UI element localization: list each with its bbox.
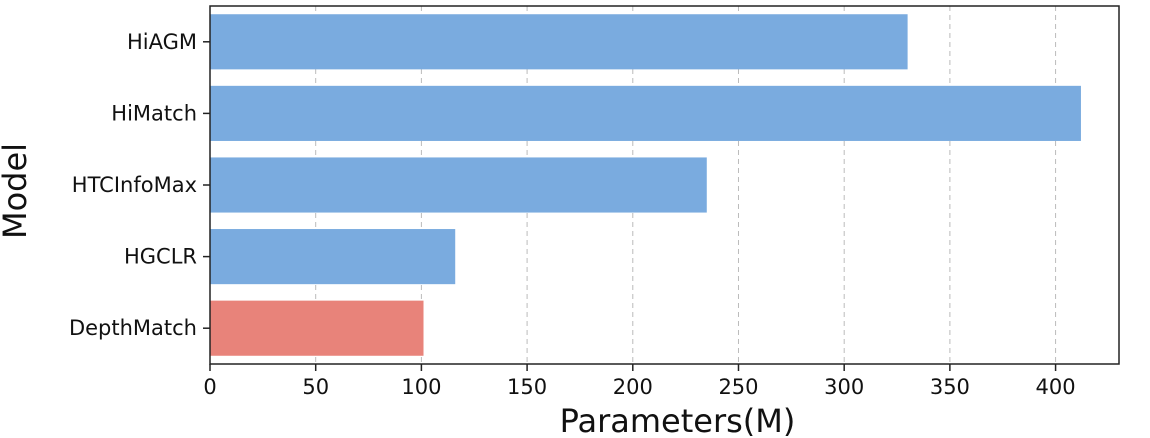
y-category-label: HiAGM	[127, 30, 197, 54]
x-tick-label: 300	[824, 375, 864, 399]
bars	[210, 14, 1081, 356]
y-axis-categories: HiAGM HiMatch HTCInfoMax HGCLR DepthMatch	[69, 30, 210, 340]
x-tick-label: 250	[718, 375, 758, 399]
y-category-label: HTCInfoMax	[72, 173, 197, 197]
x-tick-label: 400	[1036, 375, 1076, 399]
y-category-label: HGCLR	[124, 245, 197, 269]
y-axis-title: Model	[0, 143, 34, 239]
bar-depthmatch	[210, 300, 424, 356]
x-tick-label: 100	[401, 375, 441, 399]
bar-htcinfomax	[210, 157, 707, 213]
x-axis-title: Parameters(M)	[560, 402, 796, 438]
bar-hiagm	[210, 14, 908, 70]
bar-himatch	[210, 85, 1081, 141]
x-tick-label: 0	[203, 375, 216, 399]
x-tick-label: 350	[930, 375, 970, 399]
x-axis-ticks: 0 50 100 150 200 250 300 350 400	[203, 364, 1076, 399]
x-tick-label: 150	[507, 375, 547, 399]
y-category-label: DepthMatch	[69, 316, 197, 340]
x-tick-label: 200	[613, 375, 653, 399]
x-tick-label: 50	[302, 375, 329, 399]
y-category-label: HiMatch	[111, 101, 197, 125]
bar-hgclr	[210, 229, 456, 285]
